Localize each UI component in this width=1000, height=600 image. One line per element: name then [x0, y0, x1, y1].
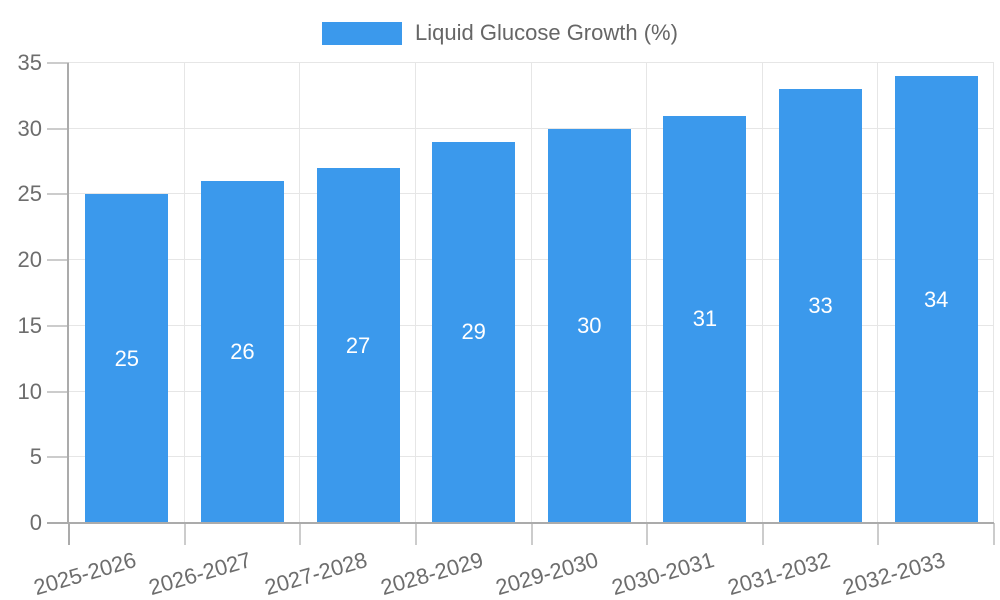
x-tick	[68, 523, 70, 545]
x-tick	[646, 523, 649, 545]
y-tick-label: 25	[17, 181, 42, 207]
bar-value-label: 31	[692, 306, 718, 332]
y-gridline	[69, 456, 994, 458]
y-gridline	[69, 193, 994, 195]
y-gridline	[69, 324, 994, 326]
x-gridline	[646, 63, 648, 523]
bar-2027-2028[interactable]	[316, 168, 400, 522]
bar-2032-2033[interactable]	[894, 76, 978, 522]
bar-2031-2032[interactable]	[779, 89, 863, 522]
bar-value-label: 27	[345, 332, 371, 358]
bar-2025-2026[interactable]	[85, 194, 169, 522]
y-gridline	[69, 127, 994, 129]
x-gridline	[877, 63, 879, 523]
y-tick-label: 0	[29, 510, 42, 535]
x-tick	[530, 523, 533, 545]
x-tick	[877, 523, 880, 545]
bar-value-label: 29	[461, 319, 486, 345]
bar-value-label: 30	[577, 312, 602, 338]
legend[interactable]: Liquid Glucose Growth (%)	[0, 20, 1000, 46]
x-tick	[183, 523, 186, 545]
bar-2030-2031[interactable]	[663, 115, 747, 522]
bar-value-label: 33	[808, 293, 833, 319]
y-gridline	[69, 390, 994, 392]
y-tick-label: 15	[17, 312, 42, 338]
y-tick	[47, 324, 69, 327]
y-tick-label: 5	[29, 444, 42, 470]
x-gridline	[414, 63, 416, 523]
y-tick	[47, 390, 69, 393]
x-tick	[993, 523, 995, 545]
x-gridline	[299, 63, 301, 523]
y-tick-label: 35	[17, 50, 42, 75]
y-tick	[47, 127, 69, 130]
y-tick	[47, 259, 69, 262]
x-axis-line	[47, 522, 994, 524]
y-tick	[47, 62, 69, 64]
y-tick-label: 30	[17, 115, 42, 141]
bar-value-label: 34	[923, 286, 949, 312]
legend-swatch	[322, 21, 403, 45]
bar-2029-2030[interactable]	[547, 128, 631, 522]
x-gridline	[530, 63, 532, 523]
bar-2026-2027[interactable]	[200, 181, 284, 522]
bar-value-label: 25	[114, 345, 140, 371]
x-tick	[414, 523, 417, 545]
y-tick-label: 20	[17, 247, 42, 273]
x-tick	[299, 523, 302, 545]
y-tick-label: 10	[17, 378, 42, 404]
x-gridline	[761, 63, 763, 523]
x-gridline	[993, 63, 994, 523]
y-axis-line	[67, 63, 69, 523]
y-tick	[47, 456, 69, 459]
y-gridline	[69, 62, 994, 63]
x-gridline	[183, 63, 185, 523]
bar-2028-2029[interactable]	[432, 141, 516, 522]
x-tick	[761, 523, 764, 545]
legend-label: Liquid Glucose Growth (%)	[415, 20, 678, 45]
bar-value-label: 26	[230, 339, 255, 365]
y-tick	[47, 193, 69, 196]
y-gridline	[69, 259, 994, 261]
